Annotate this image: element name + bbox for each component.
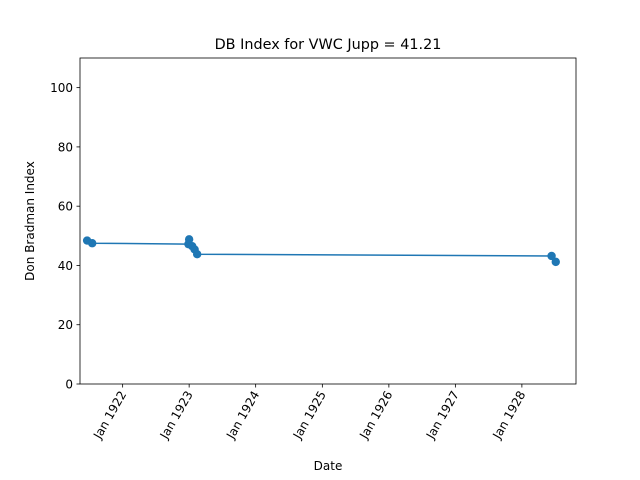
y-tick-label: 60 — [58, 200, 73, 214]
data-point — [88, 239, 97, 248]
data-point — [547, 251, 556, 261]
y-tick-label: 20 — [58, 318, 73, 332]
y-tick-label: 100 — [50, 81, 73, 95]
x-axis-label: Date — [314, 459, 343, 473]
plot-area — [80, 58, 576, 384]
data-point — [184, 235, 194, 244]
y-axis-label: Don Bradman Index — [23, 161, 37, 281]
y-axis: 0 20 40 60 80 100 — [50, 81, 80, 392]
data-point — [192, 249, 202, 259]
y-tick-label: 80 — [58, 140, 73, 154]
y-tick-label: 40 — [58, 259, 73, 273]
chart-title: DB Index for VWC Jupp = 41.21 — [215, 37, 442, 53]
data-point — [551, 257, 560, 267]
axes-frame — [79, 57, 577, 385]
plot-layer — [82, 235, 560, 267]
y-tick-label: 0 — [65, 378, 73, 392]
